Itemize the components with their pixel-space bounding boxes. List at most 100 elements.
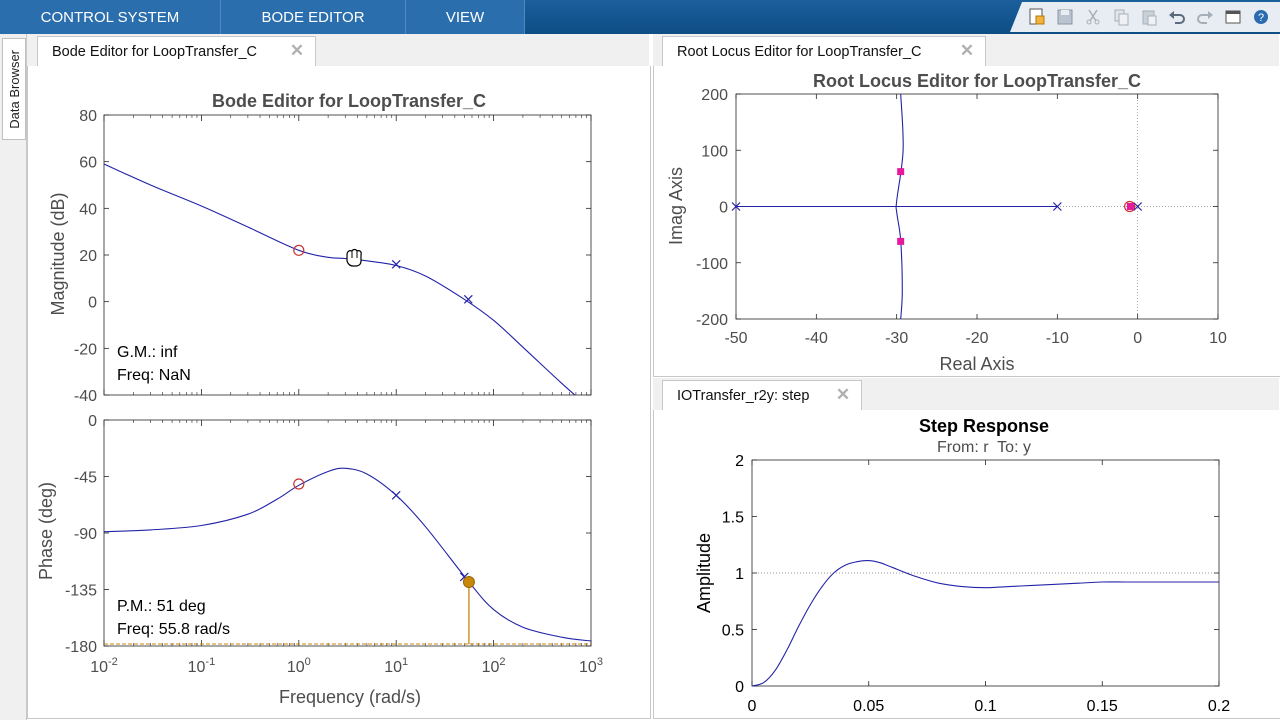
phase-zero-marker bbox=[293, 478, 305, 490]
bode-mag-ylabel: Magnitude (dB) bbox=[48, 192, 68, 315]
bode-title: Bode Editor for LoopTransfer_C bbox=[212, 91, 486, 111]
rlocus-branch[interactable] bbox=[895, 93, 904, 320]
rlocus-open-loop-pole bbox=[1133, 202, 1143, 211]
step-axes-box bbox=[751, 459, 1220, 687]
rlocus-closed-loop-pole[interactable] bbox=[897, 168, 905, 176]
close-icon[interactable]: ✕ bbox=[835, 385, 851, 404]
step-response-doc-tab[interactable]: IOTransfer_r2y: step ✕ bbox=[662, 380, 862, 410]
phase-tick-label: 0 bbox=[88, 413, 97, 430]
bode-editor-doc-tab[interactable]: Bode Editor for LoopTransfer_C ✕ bbox=[37, 36, 316, 66]
rlocus-xtick-label: 10 bbox=[1209, 330, 1227, 347]
bode-editor-pane: Bode Editor for LoopTransfer_C 80 60 40 20 0… bbox=[27, 66, 651, 719]
magnitude-tick-label: 0 bbox=[88, 295, 97, 312]
step-response-curve[interactable] bbox=[751, 560, 1219, 687]
new-session-icon[interactable] bbox=[1024, 4, 1050, 30]
bode-editor-plot[interactable]: Bode Editor for LoopTransfer_C 80 60 40 20 0… bbox=[28, 66, 650, 718]
phase-pole-marker bbox=[391, 490, 401, 500]
step-response-tab-label: IOTransfer_r2y: step bbox=[677, 387, 810, 404]
phase-tick-label: -45 bbox=[74, 470, 97, 487]
frequency-tick-label: 10-1 bbox=[188, 656, 216, 676]
save-icon[interactable] bbox=[1052, 4, 1078, 30]
copy-icon[interactable] bbox=[1108, 4, 1134, 30]
bode-xlabel: Frequency (rad/s) bbox=[279, 687, 421, 707]
rlocus-xlabel: Real Axis bbox=[939, 354, 1014, 374]
phase-tick-label: -90 bbox=[74, 526, 97, 543]
toolstrip: CONTROL SYSTEM BODE EDITOR VIEW ? bbox=[0, 0, 1280, 34]
rlocus-xtick-label: -20 bbox=[965, 330, 988, 347]
rlocus-ytick-label: 0 bbox=[719, 200, 728, 217]
bode-phase-ylabel: Phase (deg) bbox=[36, 482, 56, 580]
frequency-tick-label: 101 bbox=[384, 656, 408, 676]
undo-icon[interactable] bbox=[1164, 4, 1190, 30]
magnitude-tick-label: 40 bbox=[79, 201, 97, 218]
rlocus-closed-loop-pole[interactable] bbox=[897, 237, 905, 245]
tab-view[interactable]: VIEW bbox=[406, 0, 525, 34]
step-response-pane: Step Response From: r To: y 0 0.05 0.1 0.15… bbox=[653, 410, 1280, 719]
magnitude-tick-label: 20 bbox=[79, 248, 97, 265]
frequency-tick-label: 103 bbox=[579, 656, 603, 676]
magnitude-pole-marker bbox=[391, 259, 401, 269]
frequency-tick-label: 100 bbox=[287, 656, 311, 676]
frequency-tick-label: 10-2 bbox=[90, 656, 118, 676]
rlocus-ytick-label: 200 bbox=[701, 87, 728, 104]
step-tabbar: IOTransfer_r2y: step ✕ bbox=[653, 378, 1279, 411]
redo-icon[interactable] bbox=[1192, 4, 1218, 30]
magnitude-tick-label: -20 bbox=[74, 341, 97, 358]
tab-control-system-label: CONTROL SYSTEM bbox=[40, 8, 180, 26]
root-locus-doc-tab[interactable]: Root Locus Editor for LoopTransfer_C ✕ bbox=[662, 36, 986, 66]
tab-view-label: VIEW bbox=[445, 8, 485, 26]
phase-curve[interactable] bbox=[104, 467, 591, 642]
phase-margin-label: P.M.: 51 deg bbox=[117, 598, 206, 615]
close-icon[interactable]: ✕ bbox=[959, 41, 975, 60]
help-icon[interactable]: ? bbox=[1248, 4, 1274, 30]
data-browser-tab[interactable]: Data Browser bbox=[2, 38, 26, 140]
root-locus-pane: Root Locus Editor for LoopTransfer_C -50… bbox=[653, 66, 1280, 377]
tab-bode-editor[interactable]: BODE EDITOR bbox=[221, 0, 406, 34]
magnitude-pole-marker bbox=[463, 294, 473, 304]
magnitude-zero-marker bbox=[293, 244, 305, 256]
phase-tick-label: -180 bbox=[65, 639, 97, 656]
step-response-axes[interactable]: 0 0.05 0.1 0.15 0.2 2 1.5 1 0.5 0 bbox=[722, 453, 1230, 715]
phase-margin-marker[interactable] bbox=[462, 575, 475, 588]
cut-icon[interactable] bbox=[1080, 4, 1106, 30]
frequency-tick-label: 102 bbox=[482, 656, 506, 676]
step-xtick-label: 0.15 bbox=[1087, 698, 1118, 715]
phase-margin-freq-label: Freq: 55.8 rad/s bbox=[117, 621, 230, 638]
bode-phase-axes[interactable]: 10-2 10-1 100 101 102 103 0 -45 -90 -135 -180 bbox=[65, 413, 603, 676]
rlocus-closed-loop-pole[interactable] bbox=[1126, 203, 1134, 210]
window-icon[interactable] bbox=[1220, 4, 1246, 30]
rlocus-ytick-label: 100 bbox=[701, 143, 728, 160]
rlocus-open-loop-pole bbox=[1052, 202, 1062, 211]
close-icon[interactable]: ✕ bbox=[289, 41, 305, 60]
root-locus-tab-label: Root Locus Editor for LoopTransfer_C bbox=[677, 43, 922, 60]
magnitude-tick-label: 60 bbox=[79, 155, 97, 172]
step-xtick-label: 0.05 bbox=[853, 698, 884, 715]
rlocus-ylabel: Imag Axis bbox=[666, 167, 686, 245]
hand-cursor-icon bbox=[346, 248, 362, 267]
data-browser-sidebar: Data Browser bbox=[0, 34, 27, 720]
step-xtick-label: 0.1 bbox=[974, 698, 996, 715]
step-ylabel: Amplitude bbox=[694, 533, 714, 613]
paste-icon[interactable] bbox=[1136, 4, 1162, 30]
magnitude-curve[interactable] bbox=[104, 163, 591, 409]
rlocus-xtick-label: -30 bbox=[885, 330, 908, 347]
step-xtick-label: 0 bbox=[748, 698, 757, 715]
bode-magnitude-axes[interactable]: 80 60 40 20 0 -20 -40 bbox=[74, 108, 592, 409]
rlocus-xtick-label: 0 bbox=[1133, 330, 1142, 347]
rlocus-ytick-label: -200 bbox=[696, 312, 728, 329]
tab-bode-editor-label: BODE EDITOR bbox=[261, 8, 365, 26]
step-response-plot[interactable]: Step Response From: r To: y 0 0.05 0.1 0.15… bbox=[654, 410, 1280, 718]
bode-tabbar: Bode Editor for LoopTransfer_C ✕ bbox=[27, 34, 649, 67]
rlocus-title: Root Locus Editor for LoopTransfer_C bbox=[813, 71, 1141, 91]
phase-axes-box bbox=[103, 419, 592, 647]
step-ytick-label: 2 bbox=[735, 453, 744, 470]
tab-control-system[interactable]: CONTROL SYSTEM bbox=[0, 0, 221, 34]
rlocus-tabbar: Root Locus Editor for LoopTransfer_C ✕ bbox=[653, 34, 1279, 67]
gain-margin-freq-label: Freq: NaN bbox=[117, 367, 191, 384]
rlocus-open-loop-zero bbox=[1124, 200, 1136, 213]
root-locus-plot[interactable]: Root Locus Editor for LoopTransfer_C -50… bbox=[654, 66, 1280, 376]
step-ytick-label: 1.5 bbox=[722, 510, 744, 527]
bode-editor-tab-label: Bode Editor for LoopTransfer_C bbox=[52, 43, 257, 60]
svg-text:?: ? bbox=[1258, 12, 1264, 24]
